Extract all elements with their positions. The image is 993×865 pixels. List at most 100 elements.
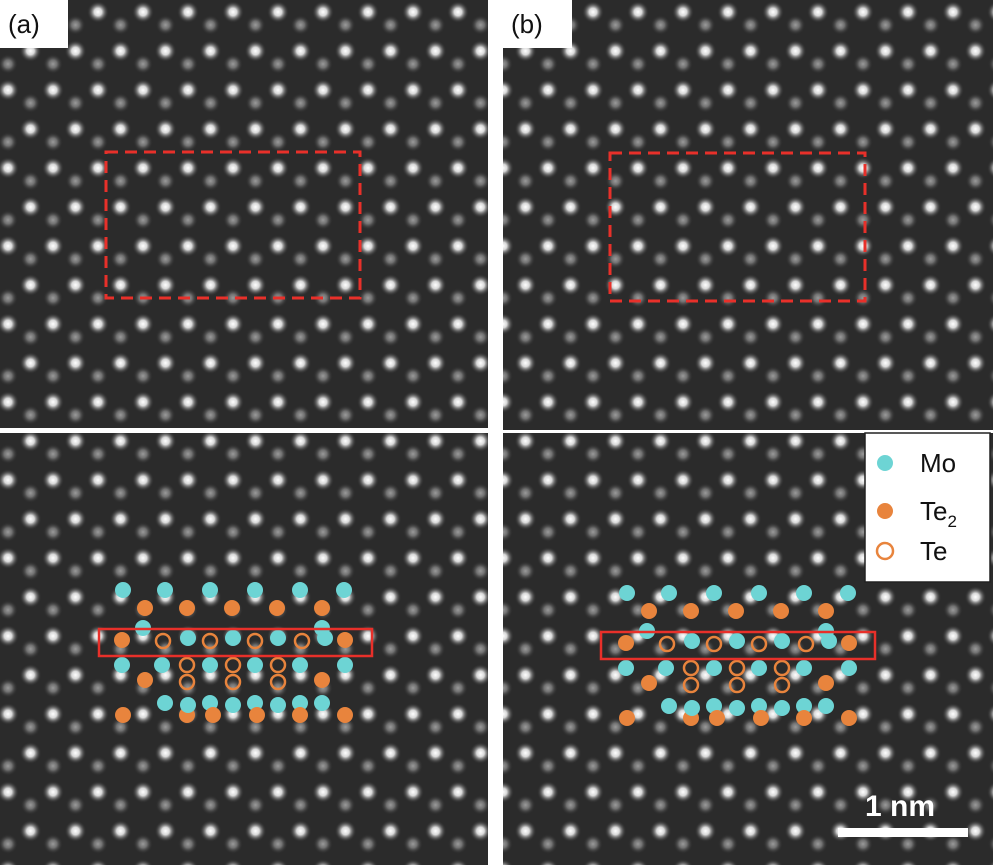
atom-te: [178, 656, 196, 674]
atom-mo: [270, 630, 286, 646]
atom-mo: [818, 698, 834, 714]
atom-mo: [841, 660, 857, 676]
atom-te2: [619, 710, 635, 726]
atom-mo: [661, 698, 677, 714]
atom-te2: [292, 707, 308, 723]
atom-te2: [641, 603, 657, 619]
atom-mo: [157, 582, 173, 598]
atom-te: [178, 673, 196, 691]
atom-te2: [314, 600, 330, 616]
atom-te2: [137, 600, 153, 616]
legend-subscript: 2: [947, 512, 956, 531]
atom-mo: [661, 585, 677, 601]
legend-swatch: [875, 541, 895, 561]
legend-swatch: [877, 503, 893, 519]
atom-mo: [706, 698, 722, 714]
atom-te2: [773, 603, 789, 619]
atom-te: [224, 656, 242, 674]
atom-mo: [337, 657, 353, 673]
atom-te: [201, 632, 219, 650]
legend-label-main: Te: [920, 496, 947, 526]
atom-mo: [154, 657, 170, 673]
atom-mo: [292, 695, 308, 711]
atom-te: [246, 632, 264, 650]
atom-te2: [337, 707, 353, 723]
atom-mo: [247, 657, 263, 673]
micrograph: [0, 0, 488, 428]
micrograph: [503, 0, 993, 430]
row-box: [599, 630, 877, 661]
atom-te: [682, 676, 700, 694]
atom-te: [773, 659, 791, 677]
panel-label: (a): [8, 9, 40, 39]
legend-label: Te: [920, 536, 947, 566]
atom-mo: [729, 633, 745, 649]
atom-te2: [179, 600, 195, 616]
atom-te2: [114, 632, 130, 648]
atom-mo: [751, 585, 767, 601]
atom-te2: [205, 707, 221, 723]
atom-te2: [753, 710, 769, 726]
defect-box: [104, 150, 362, 300]
legend-label: Mo: [920, 448, 956, 478]
atom-mo: [114, 657, 130, 673]
label-box: [0, 0, 68, 48]
atom-te2: [618, 635, 634, 651]
atom-te2: [641, 675, 657, 691]
atom-overlay: [114, 582, 857, 726]
panel-label: (b): [511, 9, 543, 39]
atom-te: [797, 635, 815, 653]
atom-mo: [247, 582, 263, 598]
atom-te: [154, 632, 172, 650]
atom-mo: [247, 695, 263, 711]
atom-te2: [709, 710, 725, 726]
atom-te: [750, 635, 768, 653]
atom-te2: [337, 632, 353, 648]
atom-te: [705, 635, 723, 653]
atom-te: [682, 659, 700, 677]
atom-mo: [336, 582, 352, 598]
atom-mo: [729, 700, 745, 716]
atom-mo: [796, 585, 812, 601]
atom-te2: [249, 707, 265, 723]
atom-te2: [728, 603, 744, 619]
atom-mo: [292, 582, 308, 598]
atom-te2: [137, 672, 153, 688]
atom-te: [269, 673, 287, 691]
atom-mo: [774, 700, 790, 716]
atom-mo: [774, 633, 790, 649]
atom-mo: [202, 582, 218, 598]
atom-te2: [818, 603, 834, 619]
atom-te: [293, 632, 311, 650]
atom-mo: [314, 695, 330, 711]
atom-te: [658, 635, 676, 653]
atom-mo: [292, 657, 308, 673]
atom-mo: [706, 585, 722, 601]
atom-te2: [269, 600, 285, 616]
atom-mo: [796, 698, 812, 714]
atom-mo: [821, 633, 837, 649]
atom-te2: [841, 635, 857, 651]
atom-mo: [796, 660, 812, 676]
scale-bar: [838, 828, 968, 837]
atom-mo: [180, 630, 196, 646]
atom-mo: [225, 697, 241, 713]
atom-mo: [317, 630, 333, 646]
atom-mo: [619, 585, 635, 601]
atom-te: [269, 656, 287, 674]
atom-mo: [618, 660, 634, 676]
atom-te2: [224, 600, 240, 616]
legend-label: Te2: [920, 496, 957, 531]
defect-box: [608, 151, 867, 303]
atom-te2: [683, 603, 699, 619]
atom-mo: [202, 695, 218, 711]
micrograph: [0, 433, 488, 865]
atom-mo: [751, 660, 767, 676]
label-box: [503, 0, 572, 48]
atom-te: [728, 676, 746, 694]
atom-te: [224, 673, 242, 691]
atom-te2: [115, 707, 131, 723]
atom-mo: [202, 657, 218, 673]
